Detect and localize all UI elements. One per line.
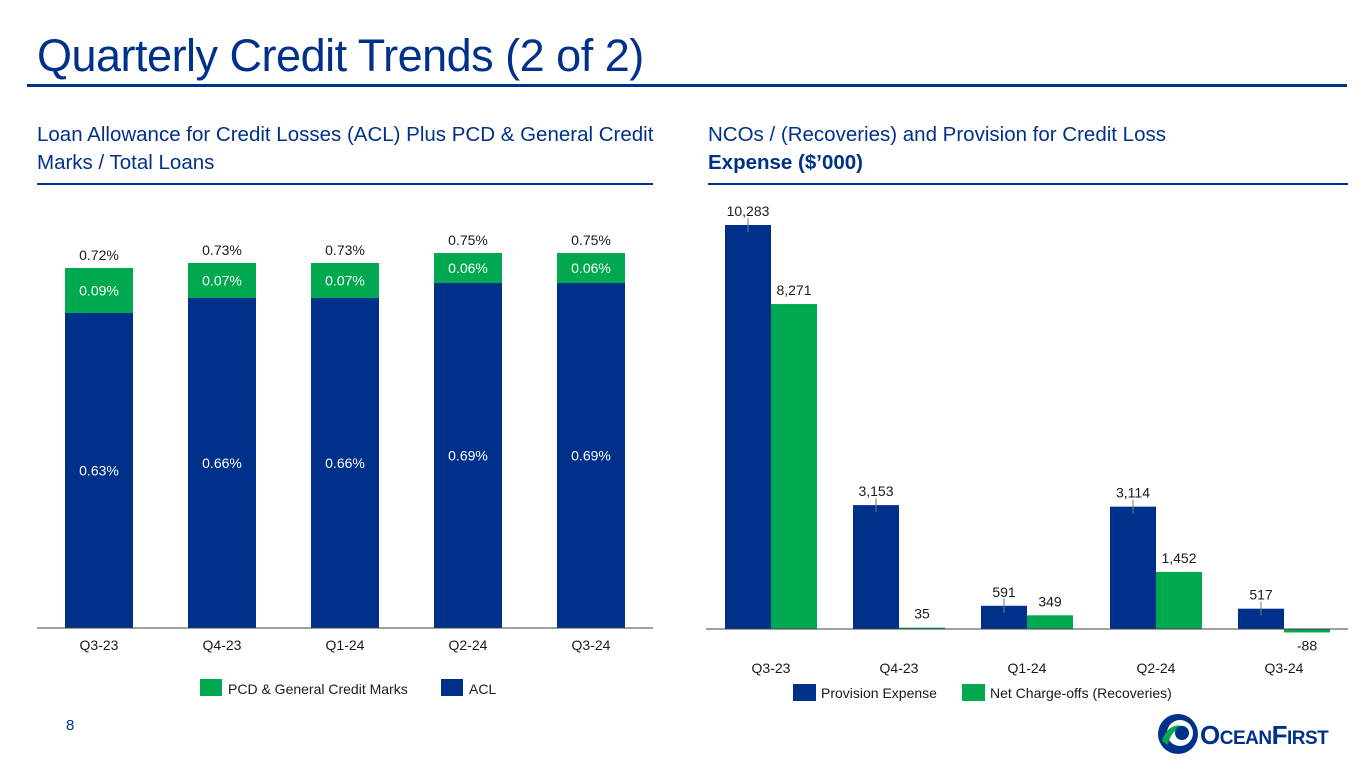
- acl-data-label: 0.66%: [325, 455, 365, 471]
- pcd-bar-q3-23: [65, 268, 133, 313]
- acl-bar-q3-24: [557, 283, 625, 628]
- provision-bar-q4-23: [853, 505, 899, 629]
- provision-bar-q2-24: [1110, 506, 1156, 629]
- acl-data-label: 0.66%: [202, 455, 242, 471]
- total-data-label: 0.73%: [325, 242, 365, 258]
- left-subtitle-divider: [37, 183, 653, 185]
- legend-swatch-acl: [441, 679, 463, 696]
- total-data-label: 0.75%: [571, 232, 611, 248]
- legend-label-provision: Provision Expense: [821, 685, 937, 701]
- legend-swatch-provision: [793, 684, 816, 701]
- provision-data-label: 3,114: [1116, 485, 1150, 501]
- acl-data-label: 0.69%: [571, 448, 611, 464]
- x-tick-label: Q1-24: [326, 637, 365, 653]
- acl-bar-q3-23: [65, 313, 133, 628]
- right-subtitle-divider: [708, 183, 1348, 185]
- pcd-bar-q1-24: [311, 263, 379, 298]
- x-tick-label: Q4-23: [880, 660, 919, 676]
- pcd-bar-q2-24: [434, 253, 502, 283]
- legend-label-pcd: PCD & General Credit Marks: [228, 681, 408, 697]
- pcd-data-label: 0.07%: [202, 273, 242, 289]
- nco-data-label: 35: [914, 606, 930, 622]
- pcd-bar-q3-24: [557, 253, 625, 283]
- logo-wordmark: OCEANFIRST: [1200, 720, 1329, 750]
- provision-data-label: 591: [992, 584, 1016, 600]
- acl-bar-q1-24: [311, 298, 379, 628]
- legend-label-acl: ACL: [469, 681, 496, 697]
- provision-bar-q1-24: [981, 605, 1027, 629]
- total-data-label: 0.73%: [202, 242, 242, 258]
- acl-data-label: 0.63%: [79, 463, 119, 479]
- pcd-bar-q4-23: [188, 263, 256, 298]
- right-subtitle-line2: Expense ($’000): [708, 151, 863, 174]
- legend-label-nco: Net Charge-offs (Recoveries): [990, 685, 1172, 701]
- provision-data-label: 10,283: [727, 203, 770, 219]
- left-chart-subtitle: Loan Allowance for Credit Losses (ACL) P…: [37, 123, 654, 174]
- title-divider: [27, 84, 1347, 87]
- provision-bar-q3-24: [1238, 608, 1284, 629]
- wave-logo-icon: [1158, 714, 1198, 754]
- x-tick-label: Q1-24: [1008, 660, 1047, 676]
- oceanfirst-logo: OCEANFIRST: [1156, 711, 1346, 757]
- right-chart-subtitle: NCOs / (Recoveries) and Provision for Cr…: [708, 121, 1348, 177]
- x-tick-label: Q2-24: [1137, 660, 1176, 676]
- nco-data-label: 8,271: [776, 282, 811, 298]
- nco-data-label: 1,452: [1161, 550, 1196, 566]
- pcd-data-label: 0.06%: [571, 260, 611, 276]
- x-tick-label: Q2-24: [449, 637, 488, 653]
- x-tick-label: Q3-24: [572, 637, 611, 653]
- nco-bar-q3-23: [771, 304, 817, 629]
- pcd-data-label: 0.07%: [325, 273, 365, 289]
- nco-bar-q1-24: [1027, 615, 1073, 629]
- page-title: Quarterly Credit Trends (2 of 2): [37, 30, 644, 81]
- provision-data-label: 517: [1249, 587, 1273, 603]
- pcd-data-label: 0.09%: [79, 283, 119, 299]
- nco-data-label: -88: [1297, 637, 1317, 653]
- legend-swatch-nco: [962, 684, 985, 701]
- nco-bar-q4-23: [899, 627, 945, 629]
- acl-data-label: 0.69%: [448, 448, 488, 464]
- x-tick-label: Q3-23: [752, 660, 791, 676]
- right-subtitle-line1: NCOs / (Recoveries) and Provision for Cr…: [708, 123, 1166, 146]
- provision-data-label: 3,153: [858, 483, 893, 499]
- pcd-data-label: 0.06%: [448, 260, 488, 276]
- page-number: 8: [66, 717, 75, 734]
- legend-swatch-pcd: [200, 679, 222, 696]
- total-data-label: 0.75%: [448, 232, 488, 248]
- acl-bar-q2-24: [434, 283, 502, 628]
- acl-bar-q4-23: [188, 298, 256, 628]
- nco-data-label: 349: [1038, 593, 1062, 609]
- x-tick-label: Q3-24: [1265, 660, 1304, 676]
- nco-bar-q2-24: [1156, 571, 1202, 629]
- provision-bar-q3-23: [725, 225, 771, 629]
- nco-bar-q3-24: [1284, 629, 1330, 633]
- total-data-label: 0.72%: [79, 247, 119, 263]
- x-tick-label: Q3-23: [80, 637, 119, 653]
- x-tick-label: Q4-23: [203, 637, 242, 653]
